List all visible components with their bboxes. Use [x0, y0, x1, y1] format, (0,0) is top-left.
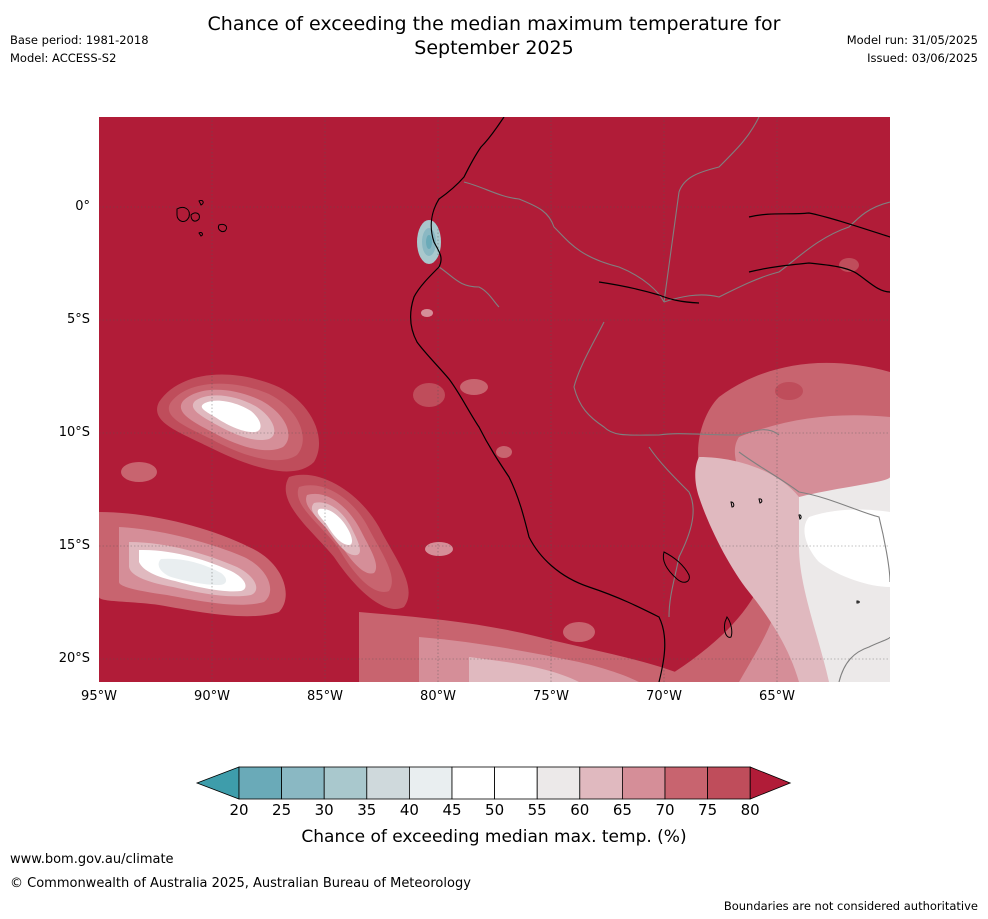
- lon-label-70w: 70°W: [646, 689, 682, 704]
- colorbar-swatch: [238, 766, 282, 800]
- colorbar-swatch: [323, 766, 368, 800]
- lake-titicaca: [662, 498, 860, 638]
- lon-label-90w: 90°W: [194, 689, 230, 704]
- colorbar-swatch: [536, 766, 581, 800]
- issued-date: Issued: 03/06/2025: [867, 51, 978, 65]
- colorbar-swatch: [408, 766, 453, 800]
- colorbar-swatch: [451, 766, 495, 800]
- colorbar-tick-label: 50: [485, 801, 505, 819]
- colorbar-tick-label: 80: [740, 801, 760, 819]
- anomaly-region-east: [659, 362, 890, 682]
- coastlines: [410, 117, 890, 682]
- lat-label-5s: 5°S: [66, 312, 90, 327]
- map-title: Chance of exceeding the median maximum t…: [0, 12, 988, 60]
- lon-label-95w: 95°W: [81, 689, 117, 704]
- boundaries-disclaimer: Boundaries are not considered authoritat…: [723, 899, 978, 913]
- lon-label-80w: 80°W: [420, 689, 456, 704]
- model-name: Model: ACCESS-S2: [10, 51, 117, 65]
- colorbar-arrow-high: [749, 766, 792, 800]
- colorbar-tick-label: 55: [527, 801, 547, 819]
- colorbar-tick-label: 30: [314, 801, 334, 819]
- colorbar-tick-label: 65: [612, 801, 632, 819]
- colorbar-tick-label: 35: [357, 801, 377, 819]
- colorbar-swatch: [494, 766, 538, 800]
- colorbar-tick-label: 70: [655, 801, 675, 819]
- lat-label-10s: 10°S: [58, 425, 90, 440]
- country-borders: [438, 117, 890, 682]
- colorbar: [195, 766, 792, 800]
- colorbar-swatch: [366, 766, 410, 800]
- colorbar-tick-label: 75: [698, 801, 718, 819]
- colorbar-swatch: [281, 766, 325, 800]
- bom-url-link[interactable]: www.bom.gov.au/climate: [10, 852, 174, 867]
- lat-label-0: 0°: [75, 199, 90, 214]
- model-run: Model run: 31/05/2025: [846, 33, 978, 47]
- colorbar-tick-label: 45: [442, 801, 462, 819]
- copyright-text: © Commonwealth of Australia 2025, Austra…: [10, 876, 471, 891]
- anomaly-guayaquil: [417, 220, 441, 264]
- gridlines: [99, 117, 890, 682]
- colorbar-swatch: [621, 766, 666, 800]
- colorbar-tick-label: 20: [229, 801, 249, 819]
- colorbar-boxes: [195, 766, 792, 800]
- lat-label-20s: 20°S: [58, 651, 90, 666]
- anomaly-band-south: [359, 612, 699, 682]
- base-period: Base period: 1981-2018: [10, 33, 149, 47]
- colorbar-swatch: [664, 766, 708, 800]
- anomaly-plume-southwest: [99, 512, 286, 617]
- galapagos-islands: [176, 200, 228, 237]
- meta-right: Model run: 31/05/2025 Issued: 03/06/2025: [847, 31, 978, 67]
- colorbar-tick-label: 60: [570, 801, 590, 819]
- anomaly-plume-west: [157, 374, 320, 472]
- colorbar-arrow-low: [195, 766, 240, 800]
- anomaly-plume-central: [285, 474, 409, 609]
- title-line-1: Chance of exceeding the median maximum t…: [207, 13, 781, 35]
- lon-label-85w: 85°W: [307, 689, 343, 704]
- colorbar-tick-label: 40: [399, 801, 419, 819]
- forecast-map: [99, 117, 890, 682]
- colorbar-label: Chance of exceeding median max. temp. (%…: [301, 827, 687, 847]
- colorbar-swatch: [579, 766, 623, 800]
- colorbar-swatch: [707, 766, 751, 800]
- title-line-2: September 2025: [414, 37, 574, 59]
- anomaly-small-patches: [121, 258, 859, 642]
- colorbar-tick-label: 25: [272, 801, 292, 819]
- lon-label-65w: 65°W: [759, 689, 795, 704]
- lat-label-15s: 15°S: [58, 538, 90, 553]
- lon-label-75w: 75°W: [533, 689, 569, 704]
- meta-left: Base period: 1981-2018 Model: ACCESS-S2: [10, 31, 149, 67]
